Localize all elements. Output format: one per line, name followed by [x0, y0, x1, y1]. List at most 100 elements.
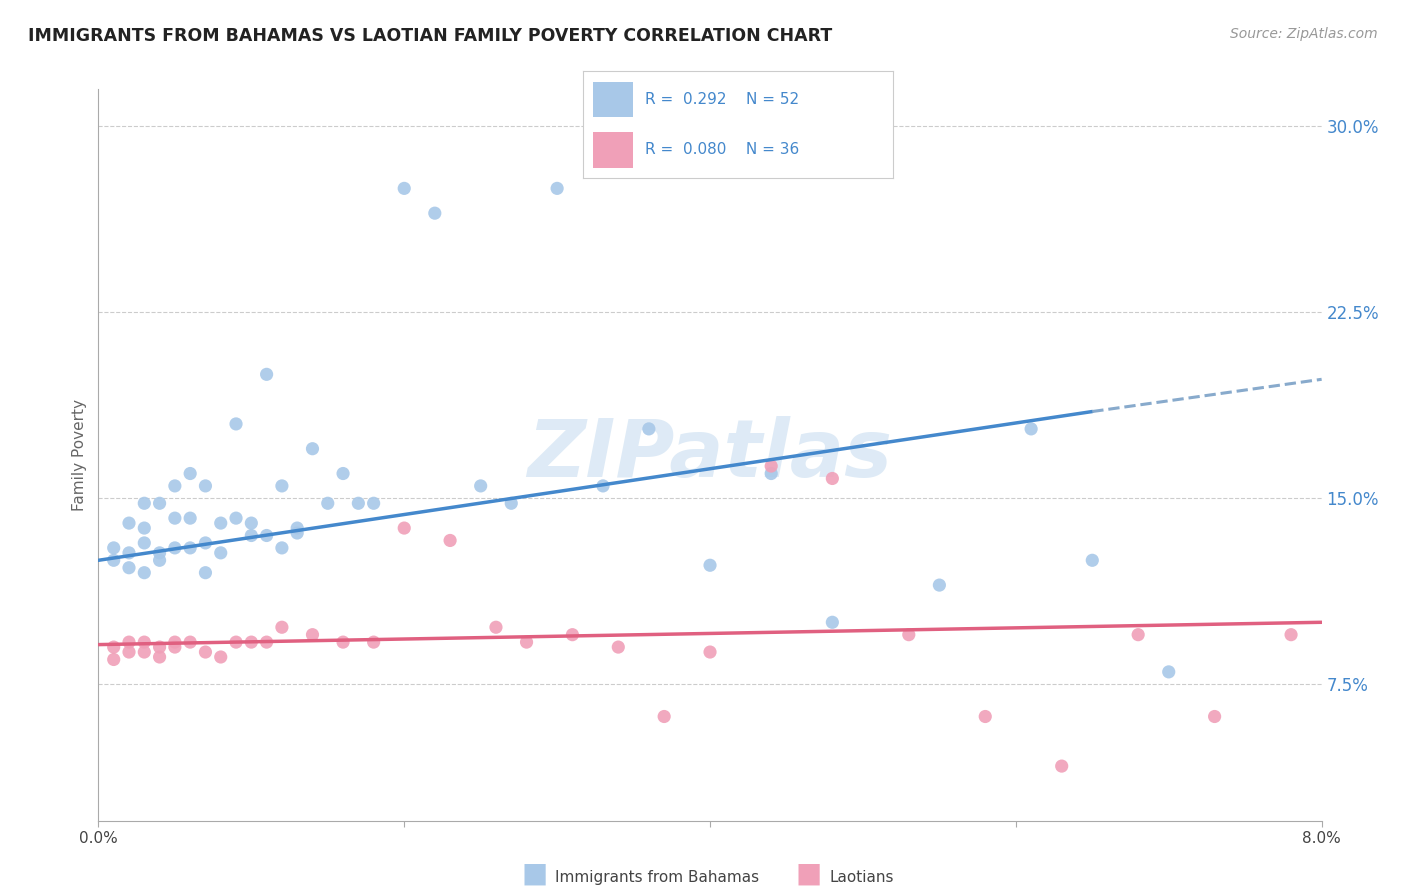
Point: [897, 628, 920, 642]
Point: [821, 615, 844, 630]
Point: [561, 628, 583, 642]
Point: [103, 652, 125, 666]
Point: [194, 536, 217, 550]
Point: [270, 479, 294, 493]
Y-axis label: Family Poverty: Family Poverty: [72, 399, 87, 511]
Point: [392, 181, 416, 195]
Text: ■: ■: [522, 860, 547, 888]
Point: [118, 560, 141, 574]
Point: [546, 181, 568, 195]
Point: [225, 417, 247, 431]
Point: [592, 479, 614, 493]
Text: ZIPatlas: ZIPatlas: [527, 416, 893, 494]
Point: [163, 511, 186, 525]
Point: [118, 546, 141, 560]
Point: [1204, 709, 1226, 723]
Point: [134, 645, 156, 659]
Point: [363, 496, 385, 510]
Point: [103, 541, 125, 555]
Text: IMMIGRANTS FROM BAHAMAS VS LAOTIAN FAMILY POVERTY CORRELATION CHART: IMMIGRANTS FROM BAHAMAS VS LAOTIAN FAMIL…: [28, 27, 832, 45]
Point: [270, 620, 294, 634]
Point: [485, 620, 508, 634]
Point: [1128, 628, 1150, 642]
Point: [699, 645, 721, 659]
Text: ■: ■: [796, 860, 821, 888]
Point: [270, 541, 294, 555]
Point: [179, 541, 201, 555]
Point: [516, 635, 538, 649]
Point: [209, 650, 232, 665]
Point: [974, 709, 997, 723]
Point: [332, 635, 354, 649]
Point: [285, 526, 308, 541]
FancyBboxPatch shape: [593, 82, 633, 118]
Point: [699, 558, 721, 573]
Text: Immigrants from Bahamas: Immigrants from Bahamas: [555, 870, 759, 885]
Point: [1081, 553, 1104, 567]
Point: [163, 635, 186, 649]
Point: [470, 479, 492, 493]
Point: [928, 578, 950, 592]
FancyBboxPatch shape: [593, 132, 633, 168]
Point: [194, 645, 217, 659]
Point: [134, 536, 156, 550]
Point: [149, 496, 172, 510]
Point: [194, 566, 217, 580]
Point: [637, 422, 661, 436]
Point: [134, 521, 156, 535]
Point: [256, 635, 278, 649]
Point: [347, 496, 370, 510]
Point: [301, 442, 323, 456]
Point: [652, 709, 675, 723]
Point: [439, 533, 461, 548]
Point: [1050, 759, 1073, 773]
Point: [149, 640, 172, 654]
Point: [163, 640, 186, 654]
Point: [134, 496, 156, 510]
Point: [423, 206, 446, 220]
Point: [103, 553, 125, 567]
Point: [256, 368, 278, 382]
Point: [1019, 422, 1042, 436]
Point: [149, 546, 172, 560]
Point: [363, 635, 385, 649]
Point: [118, 516, 141, 530]
Point: [240, 528, 263, 542]
Point: [118, 645, 141, 659]
Point: [103, 640, 125, 654]
Point: [1279, 628, 1302, 642]
Point: [149, 553, 172, 567]
Point: [501, 496, 523, 510]
Point: [209, 546, 232, 560]
Point: [225, 511, 247, 525]
Point: [179, 467, 201, 481]
Point: [179, 635, 201, 649]
Point: [256, 528, 278, 542]
Point: [240, 516, 263, 530]
Text: R =  0.080    N = 36: R = 0.080 N = 36: [645, 142, 800, 157]
Text: R =  0.292    N = 52: R = 0.292 N = 52: [645, 92, 800, 107]
Text: Source: ZipAtlas.com: Source: ZipAtlas.com: [1230, 27, 1378, 41]
Text: Laotians: Laotians: [830, 870, 894, 885]
Point: [1157, 665, 1180, 679]
Point: [240, 635, 263, 649]
Point: [392, 521, 416, 535]
Point: [179, 511, 201, 525]
Point: [134, 635, 156, 649]
Point: [118, 635, 141, 649]
Point: [134, 566, 156, 580]
Point: [194, 479, 217, 493]
Point: [285, 521, 308, 535]
Point: [759, 467, 782, 481]
Point: [316, 496, 339, 510]
Point: [759, 459, 782, 474]
Point: [607, 640, 630, 654]
Point: [163, 479, 186, 493]
Point: [163, 541, 186, 555]
Point: [209, 516, 232, 530]
Point: [225, 635, 247, 649]
Point: [149, 650, 172, 665]
Point: [821, 471, 844, 485]
Point: [332, 467, 354, 481]
Point: [301, 628, 323, 642]
